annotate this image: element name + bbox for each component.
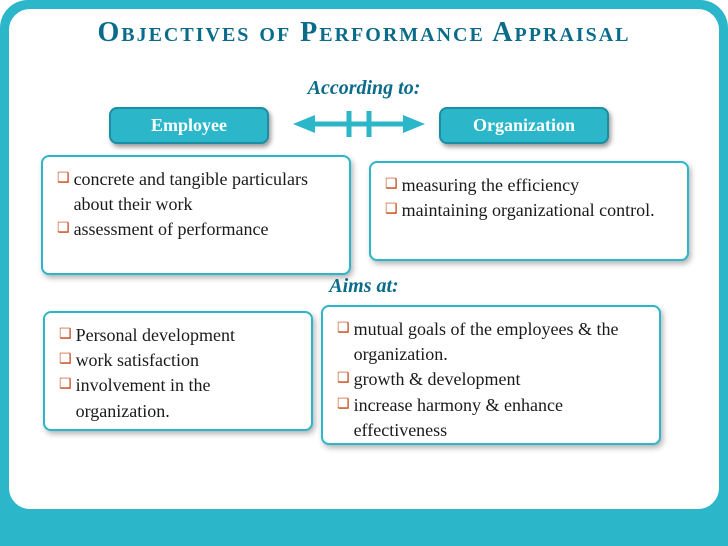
organization-header-text: Organization — [473, 115, 575, 135]
item-text: concrete and tangible particulars about … — [74, 167, 335, 217]
bullet-icon: ❑ — [385, 175, 398, 195]
list-item: ❑ maintaining organizational control. — [385, 198, 673, 223]
slide-frame: Objectives of Performance Appraisal Acco… — [0, 0, 728, 546]
item-text: Personal development — [76, 323, 235, 348]
bullet-icon: ❑ — [57, 219, 70, 239]
list-item: ❑ concrete and tangible particulars abou… — [57, 167, 335, 217]
bullet-icon: ❑ — [59, 350, 72, 370]
item-text: work satisfaction — [76, 348, 199, 373]
list-item: ❑ Personal development — [59, 323, 297, 348]
bullet-icon: ❑ — [337, 395, 350, 415]
list-item: ❑ increase harmony & enhance effectivene… — [337, 393, 645, 443]
bullet-icon: ❑ — [337, 369, 350, 389]
bidirectional-arrow-icon — [289, 107, 429, 141]
list-item: ❑ involvement in the organization. — [59, 373, 297, 423]
bullet-icon: ❑ — [57, 169, 70, 189]
organization-according-box: ❑ measuring the efficiency ❑ maintaining… — [369, 161, 689, 261]
employee-according-box: ❑ concrete and tangible particulars abou… — [41, 155, 351, 275]
item-text: mutual goals of the employees & the orga… — [354, 317, 645, 367]
employee-aims-box: ❑ Personal development ❑ work satisfacti… — [43, 311, 313, 431]
list-item: ❑ mutual goals of the employees & the or… — [337, 317, 645, 367]
item-text: growth & development — [354, 367, 521, 392]
item-text: involvement in the organization. — [76, 373, 297, 423]
employee-header: Employee — [109, 107, 269, 144]
organization-aims-box: ❑ mutual goals of the employees & the or… — [321, 305, 661, 445]
bottom-bar — [0, 514, 728, 546]
list-item: ❑ measuring the efficiency — [385, 173, 673, 198]
organization-header: Organization — [439, 107, 609, 144]
item-text: maintaining organizational control. — [402, 198, 655, 223]
bullet-icon: ❑ — [337, 319, 350, 339]
aims-label: Aims at: — [9, 275, 719, 298]
according-label: According to: — [9, 77, 719, 100]
employee-header-text: Employee — [151, 115, 227, 135]
bullet-icon: ❑ — [59, 375, 72, 395]
item-text: increase harmony & enhance effectiveness — [354, 393, 645, 443]
bullet-icon: ❑ — [59, 325, 72, 345]
list-item: ❑ work satisfaction — [59, 348, 297, 373]
slide-panel: Objectives of Performance Appraisal Acco… — [6, 6, 722, 512]
item-text: assessment of performance — [74, 217, 269, 242]
item-text: measuring the efficiency — [402, 173, 580, 198]
bullet-icon: ❑ — [385, 200, 398, 220]
list-item: ❑ assessment of performance — [57, 217, 335, 242]
slide-title: Objectives of Performance Appraisal — [9, 17, 719, 49]
list-item: ❑ growth & development — [337, 367, 645, 392]
